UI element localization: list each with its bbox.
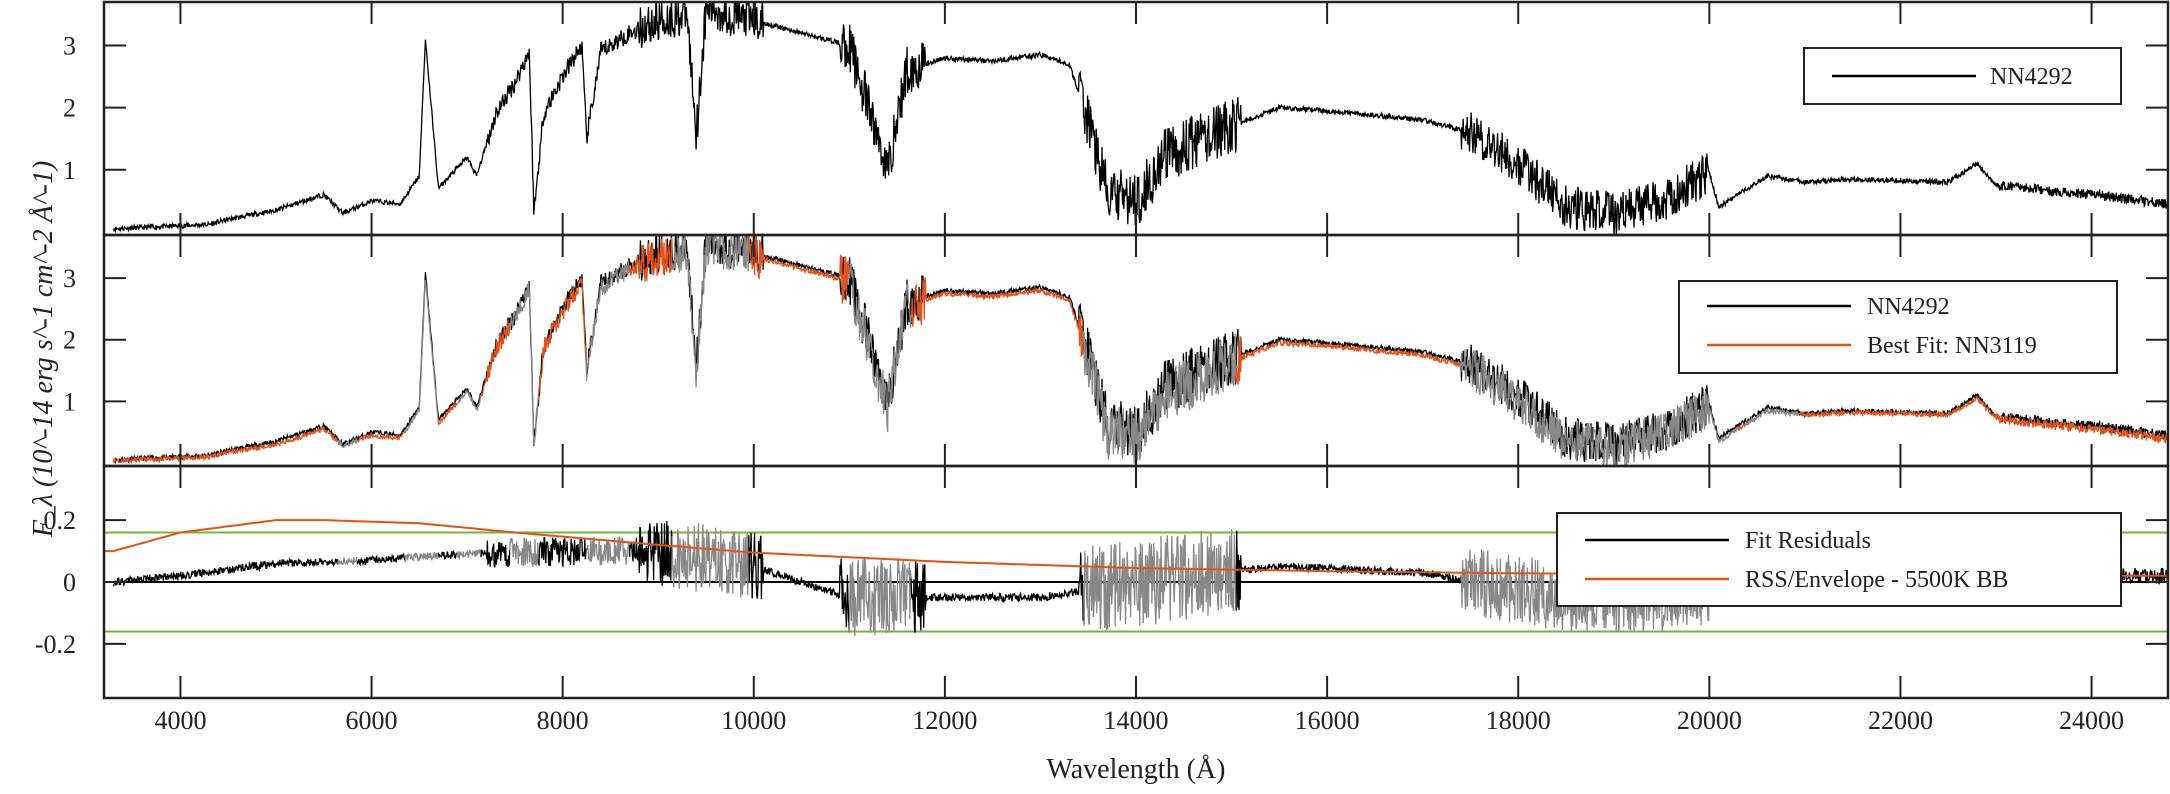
series-line-residuals [480, 540, 511, 568]
x-tick-label: 20000 [1677, 706, 1742, 735]
series-line-best-fit [1737, 420, 1748, 431]
series-line-best-fit [585, 261, 631, 382]
series-line-best-fit [404, 280, 439, 434]
series-line-residuals [848, 557, 912, 637]
legend-label-envelope: RSS/Envelope - 5500K BB [1745, 567, 2008, 593]
series-line-residuals [456, 548, 482, 561]
x-tick-label: 4000 [154, 706, 206, 735]
legend-label-nn4292: NN4292 [1990, 64, 2073, 90]
y-tick-label: 3 [63, 31, 76, 60]
x-tick-label: 24000 [2059, 706, 2124, 735]
x-tick-label: 6000 [346, 706, 398, 735]
x-axis-label: Wavelength (Å) [1047, 754, 1226, 785]
series-line-residuals [112, 557, 339, 587]
y-tick-label: 3 [63, 264, 76, 293]
series-line-residuals [910, 552, 1084, 633]
series-line-residuals [437, 549, 458, 560]
x-tick-label: 12000 [912, 706, 977, 735]
series-line-best-fit [1235, 336, 1461, 385]
series-line-residuals [585, 536, 631, 566]
series-line-residuals [1082, 529, 1237, 631]
series-line-best-fit [1459, 349, 1739, 466]
x-tick-label: 22000 [1868, 706, 1933, 735]
x-tick-label: 8000 [537, 706, 589, 735]
series-line-best-fit [337, 437, 358, 449]
legend-label-best-fit: Best Fit: NN3119 [1867, 333, 2037, 359]
x-tick-label: 10000 [721, 706, 786, 735]
series-line-residuals [748, 532, 850, 633]
series-line-best-fit [1746, 407, 1801, 426]
series-line-best-fit [671, 235, 750, 388]
y-tick-label: 0 [63, 568, 76, 597]
y-tick-label: 1 [63, 387, 76, 416]
y-tick-label: 2 [63, 94, 76, 123]
y-tick-label: 2 [63, 326, 76, 355]
series-line-residuals [356, 552, 406, 567]
series-line-best-fit [748, 235, 850, 304]
series-line-best-fit [1799, 395, 2168, 445]
series-line-best-fit [357, 430, 406, 443]
series-line-residuals [628, 520, 673, 586]
series-line-residuals [537, 536, 587, 568]
legend-top: NN4292 [1803, 47, 2122, 105]
x-tick-label: 18000 [1486, 706, 1551, 735]
series-line-residuals [404, 551, 439, 564]
series-line-best-fit [509, 282, 540, 446]
series-line-residuals [671, 523, 750, 598]
y-axis-label: F_λ (10^-14 erg s^-1 cm^-2 Å^-1) [28, 161, 59, 538]
y-tick-label: 0.2 [44, 506, 77, 535]
series-line-best-fit [910, 277, 1084, 357]
panel-frame [102, 0, 2170, 237]
x-tick-label: 14000 [1104, 706, 1169, 735]
x-tick-label: 16000 [1295, 706, 1360, 735]
series-line-best-fit [112, 425, 339, 465]
series-line-best-fit [1082, 330, 1237, 465]
legend-label-nn4292: NN4292 [1867, 294, 1950, 320]
series-line-best-fit [480, 320, 511, 397]
legend-label-residuals: Fit Residuals [1745, 528, 1871, 554]
y-tick-label: -0.2 [35, 630, 76, 659]
series-line-residuals [337, 556, 358, 566]
series-line-best-fit [628, 237, 673, 282]
series-line-residuals [509, 537, 540, 568]
series-line-nn4292 [112, 2, 2168, 235]
series-line-best-fit [437, 401, 458, 426]
series-line-best-fit [456, 390, 482, 412]
series-line-best-fit [537, 277, 587, 398]
series-line-best-fit [848, 261, 912, 433]
legend-middle: NN4292 Best Fit: NN3119 [1678, 280, 2118, 374]
legend-bottom: Fit Residuals RSS/Envelope - 5500K BB [1556, 512, 2122, 607]
y-tick-label: 1 [63, 156, 76, 185]
